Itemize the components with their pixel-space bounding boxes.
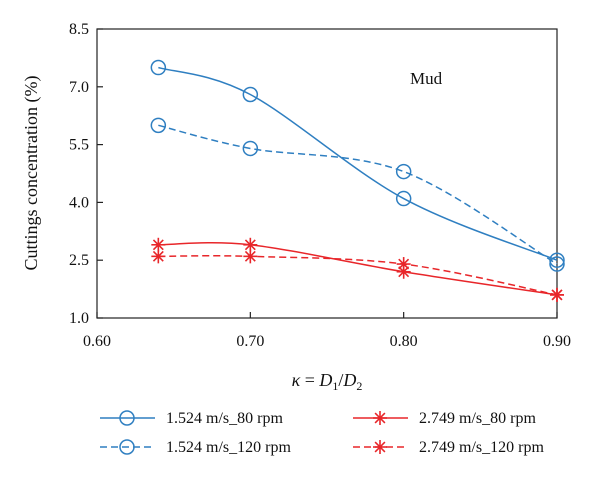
legend-item: 2.749 m/s_80 rpm	[353, 410, 536, 427]
data-point	[150, 59, 167, 76]
data-point	[396, 257, 411, 272]
legend: 1.524 m/s_80 rpm 1.524 m/s_120 rpm 2.749 m…	[100, 410, 544, 456]
series-2	[150, 117, 565, 272]
plot-frame	[96, 28, 558, 319]
series-3	[151, 237, 564, 302]
y-tick-label: 5.5	[69, 137, 89, 154]
y-tick-label: 1.0	[69, 310, 89, 327]
legend-label: 2.749 m/s_120 rpm	[419, 439, 544, 456]
series-line	[158, 66, 558, 261]
legend-item: 1.524 m/s_120 rpm	[100, 439, 291, 456]
x-tick-label: 0.60	[83, 333, 111, 350]
legend-label: 1.524 m/s_120 rpm	[166, 439, 291, 456]
data-point	[242, 86, 259, 103]
y-tick-label: 8.5	[69, 21, 89, 38]
legend-label: 1.524 m/s_80 rpm	[166, 410, 283, 427]
data-point	[550, 287, 564, 302]
x-tick-label: 0.90	[543, 333, 571, 350]
data-point	[396, 264, 411, 279]
plot-border	[96, 28, 558, 319]
series-1	[150, 59, 565, 268]
series-line	[158, 242, 558, 296]
legend-marker	[119, 410, 135, 426]
y-axis-label: Cuttings concentration (%)	[21, 76, 42, 271]
data-point	[242, 140, 259, 157]
chart-annotation: Mud	[410, 69, 443, 88]
data-point	[549, 256, 565, 272]
series-layer	[150, 59, 565, 302]
y-tick-label: 2.5	[69, 252, 89, 269]
y-tick-label: 7.0	[69, 79, 89, 96]
series-line	[158, 124, 558, 265]
data-point	[243, 237, 258, 252]
x-tick-label: 0.70	[236, 333, 264, 350]
legend-item: 2.749 m/s_120 rpm	[353, 439, 544, 456]
x-axis-label: κ = D1/D2	[292, 370, 363, 393]
data-point	[150, 117, 167, 134]
y-tick-label: 4.0	[69, 194, 89, 211]
x-tick-label: 0.80	[390, 333, 418, 350]
series-line	[158, 255, 558, 296]
data-point	[243, 249, 258, 264]
legend-marker	[119, 439, 135, 455]
series-4	[151, 249, 564, 302]
data-point	[395, 163, 412, 180]
legend-item: 1.524 m/s_80 rpm	[100, 410, 283, 427]
data-point	[151, 249, 166, 264]
legend-marker	[373, 411, 387, 425]
axis-ticks: 0.60 0.70 0.80 0.90 1.0 2.5 4.0 5.5 7.0 8.5	[69, 21, 571, 350]
data-point	[395, 190, 412, 207]
legend-label: 2.749 m/s_80 rpm	[419, 410, 536, 427]
legend-marker	[373, 440, 387, 454]
